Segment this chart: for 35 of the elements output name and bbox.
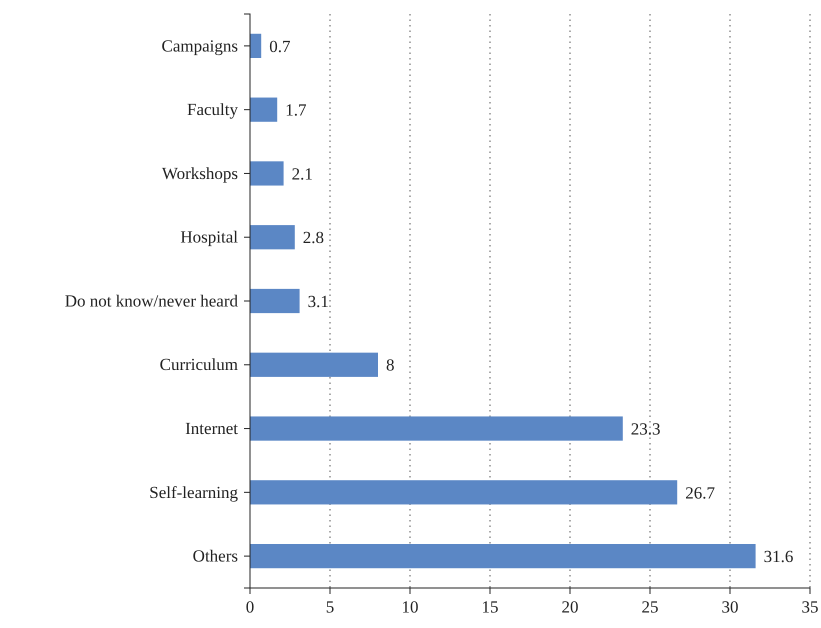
y-tick-label: Workshops <box>162 164 238 183</box>
y-tick-label: Do not know/never heard <box>64 291 238 310</box>
data-label: 0.7 <box>269 36 291 56</box>
data-label: 26.7 <box>685 483 716 502</box>
bar <box>250 288 300 314</box>
y-tick-label: Others <box>192 546 238 566</box>
bar <box>250 98 278 122</box>
x-tick-label: 5 <box>326 597 334 616</box>
bar <box>250 34 262 58</box>
data-label: 2.8 <box>302 228 324 248</box>
bar <box>250 161 284 186</box>
data-label: 2.1 <box>292 164 313 184</box>
y-tick-label: Hospital <box>180 228 238 247</box>
data-label: 23.3 <box>630 420 661 439</box>
x-tick-label: 25 <box>642 597 658 616</box>
x-tick-label: 10 <box>402 597 418 616</box>
data-label: 3.1 <box>308 292 329 311</box>
bar <box>250 544 756 568</box>
bar <box>250 225 295 250</box>
bar <box>250 416 623 441</box>
y-tick-label: Campaigns <box>162 36 238 56</box>
data-label: 1.7 <box>285 100 307 120</box>
y-tick-label: Curriculum <box>160 355 238 374</box>
x-tick-label: 30 <box>722 597 738 616</box>
bar <box>250 480 678 504</box>
y-tick-label: Internet <box>185 418 238 438</box>
bar <box>250 352 378 377</box>
data-label: 8 <box>386 356 394 375</box>
x-tick-label: 35 <box>802 597 818 616</box>
y-tick-label: Faculty <box>187 100 238 120</box>
data-label: 31.6 <box>764 547 794 566</box>
x-tick-label: 20 <box>562 597 578 616</box>
x-tick-label: 15 <box>482 597 498 616</box>
x-tick-label: 0 <box>246 597 254 616</box>
y-tick-label: Self-learning <box>149 482 238 502</box>
